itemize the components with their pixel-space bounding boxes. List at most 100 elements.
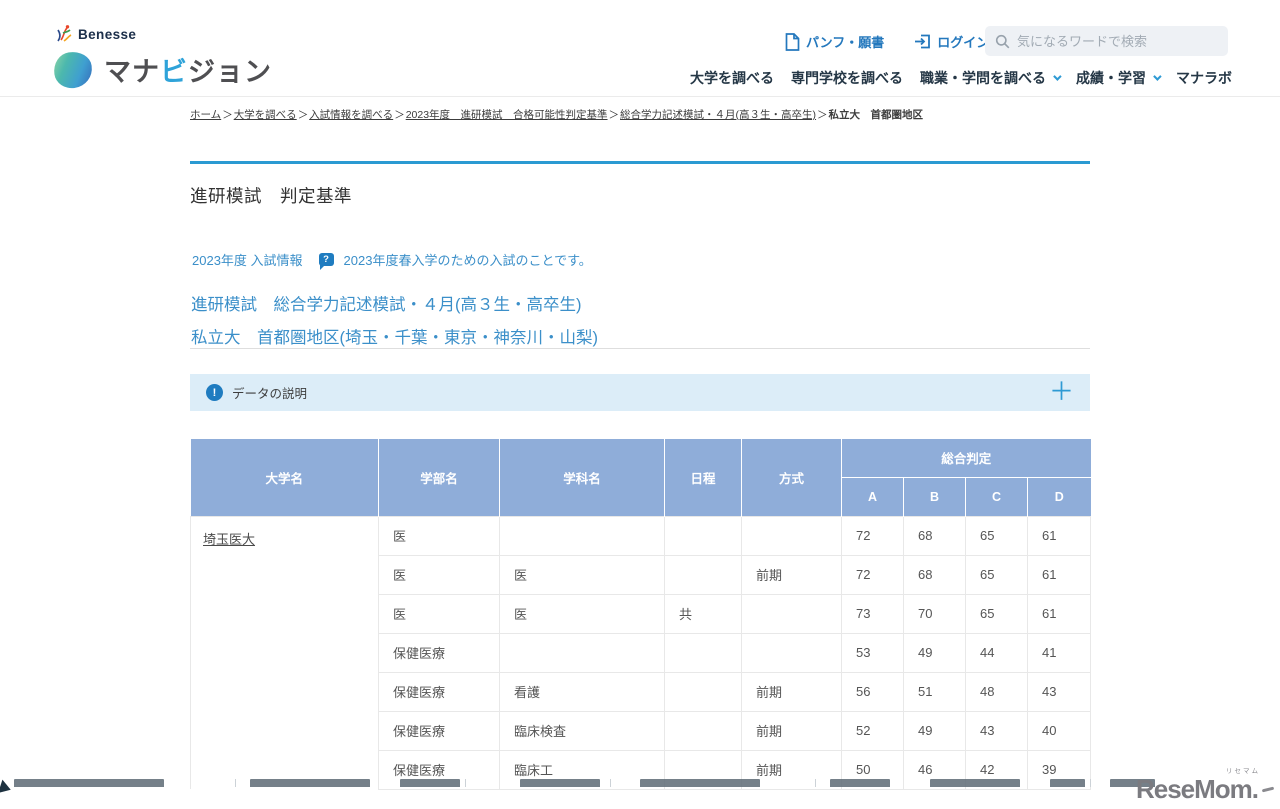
- cell-schedule: [664, 710, 742, 751]
- breadcrumb-criteria[interactable]: 2023年度 進研模試 合格可能性判定基準: [405, 109, 608, 121]
- exam-heading-line2: 私立大 首都圏地区(埼玉・千葉・東京・神奈川・山梨): [191, 329, 598, 347]
- search-icon: [995, 34, 1010, 49]
- manavision-logo-text: マナビジョン: [104, 57, 272, 87]
- cell-grade-a: 72: [841, 515, 904, 556]
- breadcrumb-test[interactable]: 総合学力記述模試・４月(高３生・高卒生): [620, 109, 817, 121]
- breadcrumb-current: 私立大 首都圏地区: [828, 109, 924, 121]
- main-nav: 大学を調べる 専門学校を調べる 職業・学問を調べる 成績・学習 マナラボ: [690, 68, 1232, 88]
- cell-schedule: [664, 515, 742, 556]
- cell-grade-a: 53: [841, 632, 904, 673]
- cell-grade-a: 72: [841, 554, 904, 595]
- col-header-grade-d: D: [1026, 476, 1091, 516]
- cell-grade-b: 51: [903, 671, 966, 712]
- cell-grade-c: 65: [965, 554, 1028, 595]
- accordion-label: データの説明: [232, 387, 308, 401]
- login-icon: [914, 33, 931, 50]
- cell-department: [499, 632, 665, 673]
- manavision-logo[interactable]: マナビジョン: [51, 49, 272, 90]
- university-link[interactable]: 埼玉医大: [203, 531, 256, 547]
- cell-grade-b: 49: [903, 632, 966, 673]
- cell-grade-a: 56: [841, 671, 904, 712]
- cell-faculty: 医: [378, 515, 500, 556]
- chevron-down-icon: [1153, 72, 1162, 81]
- section-divider: [190, 348, 1090, 349]
- nav-manalab[interactable]: マナラボ: [1176, 70, 1232, 86]
- cell-grade-b: 49: [903, 710, 966, 751]
- cell-grade-d: 43: [1026, 671, 1092, 712]
- nav-grades[interactable]: 成績・学習: [1076, 68, 1162, 88]
- col-header-faculty: 学部名: [378, 439, 500, 516]
- col-header-grade-c: C: [965, 476, 1028, 516]
- breadcrumb-universities[interactable]: 大学を調べる: [233, 109, 297, 121]
- nav-universities[interactable]: 大学を調べる: [690, 70, 774, 86]
- resemom-watermark: リセマム ReseMom.: [1135, 767, 1275, 804]
- watermark-text: ReseMom.: [1135, 774, 1259, 804]
- nav-careers[interactable]: 職業・学問を調べる: [920, 68, 1062, 88]
- watermark-kana: リセマム: [1226, 767, 1260, 775]
- cell-faculty: 医: [378, 593, 500, 634]
- watermark-swoosh-icon: [1261, 786, 1275, 792]
- cell-department: 医: [499, 593, 665, 634]
- login-link[interactable]: ログイン: [914, 32, 989, 51]
- cell-grade-c: 43: [965, 710, 1028, 751]
- breadcrumb-home[interactable]: ホーム: [190, 109, 222, 121]
- search-input[interactable]: [1017, 33, 1217, 49]
- table-row: 保健医療 臨床検査 前期 52 49 43 40: [191, 710, 1092, 751]
- cell-grade-d: 41: [1026, 632, 1092, 673]
- cell-faculty: 保健医療: [378, 749, 500, 790]
- cell-faculty: 保健医療: [378, 671, 500, 712]
- cell-department: 看護: [499, 671, 665, 712]
- exam-heading-line1: 進研模試 総合学力記述模試・４月(高３生・高卒生): [191, 296, 582, 314]
- data-description-accordion[interactable]: ! データの説明 ＋: [190, 374, 1090, 411]
- search-box[interactable]: [985, 26, 1228, 56]
- cell-grade-c: 48: [965, 671, 1028, 712]
- col-header-overall-judgment: 総合判定: [840, 439, 1091, 477]
- table-row: 医 医 共 73 70 65 61: [191, 593, 1092, 634]
- table-row: 保健医療 53 49 44 41: [191, 632, 1092, 673]
- col-header-schedule: 日程: [664, 439, 742, 516]
- cell-grade-d: 40: [1026, 710, 1092, 751]
- year-info-row: 2023年度 入試情報 ? 2023年度春入学のための入試のことです。: [192, 250, 592, 270]
- page-title: 進研模試 判定基準: [190, 186, 352, 206]
- cell-method: [741, 593, 842, 634]
- table-row: 医 医 前期 72 68 65 61: [191, 554, 1092, 595]
- cell-method: [741, 515, 842, 556]
- cell-grade-d: 61: [1026, 593, 1092, 634]
- cell-faculty: 保健医療: [378, 710, 500, 751]
- cell-method: 前期: [741, 554, 842, 595]
- cell-grade-a: 52: [841, 710, 904, 751]
- cell-grade-c: 44: [965, 632, 1028, 673]
- year-label: 2023年度 入試情報: [192, 253, 303, 268]
- document-icon: [785, 32, 800, 51]
- cell-department: 医: [499, 554, 665, 595]
- breadcrumb-exam-info[interactable]: 入試情報を調べる: [309, 109, 394, 121]
- col-header-grade-a: A: [841, 476, 904, 516]
- breadcrumb: ホーム＞大学を調べる＞入試情報を調べる＞2023年度 進研模試 合格可能性判定基…: [190, 109, 924, 121]
- col-header-university: 大学名: [190, 439, 379, 516]
- benesse-logo[interactable]: Benesse: [55, 24, 136, 44]
- corner-wedge: [0, 779, 13, 797]
- cell-schedule: 共: [664, 593, 742, 634]
- cell-grade-b: 70: [903, 593, 966, 634]
- cell-grade-c: 65: [965, 593, 1028, 634]
- col-header-method: 方式: [741, 439, 842, 516]
- site-header: Benesse マナビジョン パンフ・願書: [0, 0, 1280, 97]
- cell-method: [741, 632, 842, 673]
- nav-vocational-schools[interactable]: 専門学校を調べる: [791, 70, 903, 86]
- footer-sliver: [0, 779, 1280, 787]
- title-rule: [190, 161, 1090, 164]
- cell-faculty: 保健医療: [378, 632, 500, 673]
- benesse-figure-icon: [55, 24, 74, 44]
- col-header-grade-b: B: [903, 476, 966, 516]
- benesse-logo-text: Benesse: [78, 26, 137, 42]
- pamphlet-link[interactable]: パンフ・願書: [785, 32, 884, 51]
- cell-department: [499, 515, 665, 556]
- plus-icon[interactable]: ＋: [1048, 378, 1074, 406]
- cell-method: 前期: [741, 710, 842, 751]
- cell-schedule: [664, 632, 742, 673]
- cell-grade-c: 65: [965, 515, 1028, 556]
- col-header-department: 学科名: [499, 439, 665, 516]
- cell-grade-a: 73: [841, 593, 904, 634]
- question-tooltip-icon[interactable]: ?: [318, 253, 334, 270]
